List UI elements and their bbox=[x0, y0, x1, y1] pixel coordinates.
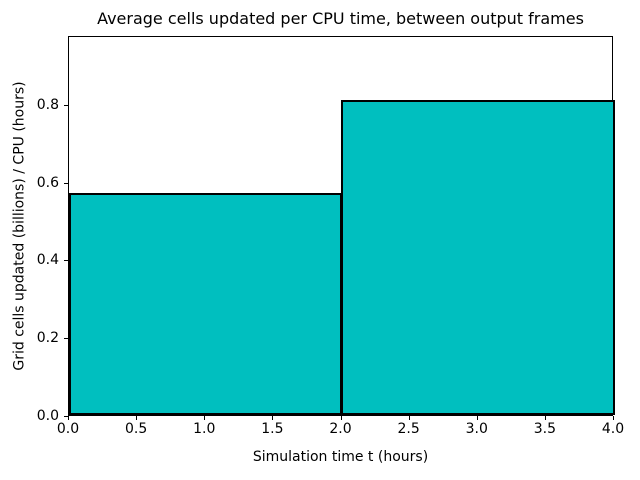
x-tick-label: 3.0 bbox=[465, 421, 488, 437]
y-tick-label: 0.6 bbox=[36, 174, 59, 191]
y-tick-label: 0.0 bbox=[36, 408, 59, 424]
chart-title: Average cells updated per CPU time, betw… bbox=[97, 9, 584, 28]
x-axis-label: Simulation time t (hours) bbox=[252, 449, 429, 465]
x-tick bbox=[545, 416, 546, 420]
y-axis-ticks bbox=[64, 36, 68, 417]
x-tick bbox=[613, 416, 614, 420]
x-tick bbox=[341, 416, 342, 420]
x-tick-label: 2.0 bbox=[329, 421, 352, 437]
x-tick bbox=[68, 416, 69, 420]
x-tick-label: 1.0 bbox=[193, 421, 216, 437]
x-axis-ticks bbox=[68, 416, 614, 420]
x-tick-label: 0.0 bbox=[56, 421, 80, 437]
y-tick bbox=[64, 338, 68, 339]
y-tick bbox=[64, 260, 68, 261]
plot-area bbox=[68, 36, 615, 416]
x-tick-label: 0.5 bbox=[124, 421, 148, 437]
y-tick-label: 0.2 bbox=[36, 330, 59, 347]
x-axis-tick-labels: 0.0 0.5 1.0 1.5 2.0 2.5 3.0 3.5 4.0 bbox=[57, 421, 624, 437]
y-tick bbox=[64, 105, 68, 106]
x-tick bbox=[272, 416, 273, 420]
y-tick-label: 0.4 bbox=[36, 252, 59, 269]
x-tick bbox=[136, 416, 137, 420]
x-tick bbox=[204, 416, 205, 420]
x-tick-label: 3.5 bbox=[533, 421, 557, 437]
histogram-bar-0 bbox=[69, 193, 342, 415]
y-tick bbox=[64, 183, 68, 184]
x-tick bbox=[477, 416, 478, 420]
y-tick-label: 0.8 bbox=[36, 96, 59, 113]
y-axis-tick-labels: 0.0 0.2 0.4 0.6 0.8 bbox=[18, 36, 60, 424]
x-tick-label: 2.5 bbox=[397, 421, 420, 437]
x-tick bbox=[409, 416, 410, 420]
histogram-bar-1 bbox=[341, 100, 615, 415]
y-tick bbox=[64, 416, 68, 417]
x-tick-label: 4.0 bbox=[601, 421, 625, 437]
x-tick-label: 1.5 bbox=[261, 421, 284, 437]
